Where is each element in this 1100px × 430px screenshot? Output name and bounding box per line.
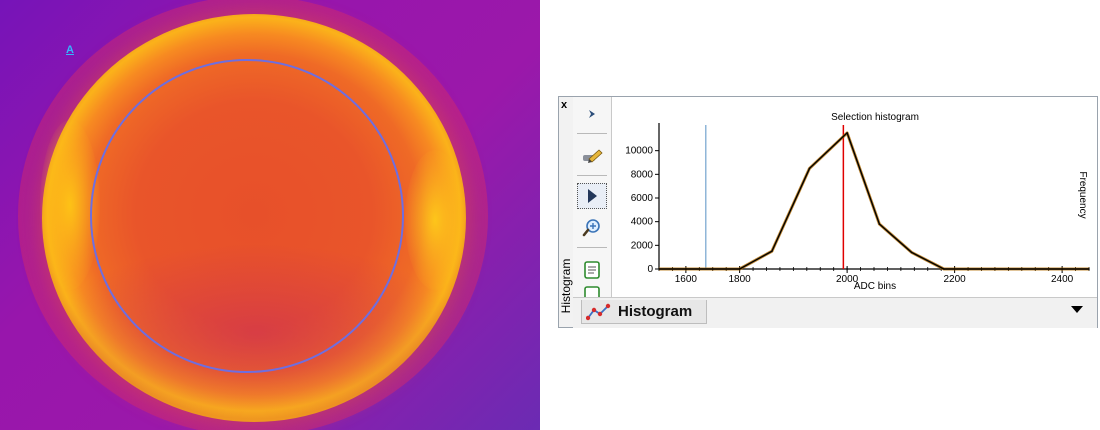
data-point (685, 268, 687, 270)
zoom-icon[interactable] (577, 215, 607, 241)
x-tick-label: 2400 (1051, 274, 1074, 285)
histogram-toolbar (573, 97, 612, 297)
y-tick-label: 4000 (631, 217, 654, 228)
chart-title: Selection histogram (831, 112, 919, 123)
data-point (980, 268, 983, 270)
y-tick-label: 0 (647, 264, 653, 275)
histogram-curve-accent (659, 131, 1089, 271)
data-point (1061, 268, 1063, 270)
y-axis-label: Frequency (1077, 171, 1088, 218)
data-point (846, 132, 848, 134)
y-tick-label: 10000 (625, 146, 653, 157)
panel-vertical-title: Histogram (559, 258, 573, 314)
data-point (738, 268, 741, 270)
toolbar-divider (577, 133, 607, 134)
report-icon[interactable] (577, 257, 607, 283)
data-point (1088, 268, 1090, 270)
hot-disk (42, 14, 466, 422)
histogram-chart[interactable]: Selection histogram ADC bins Frequency 0… (611, 97, 1097, 297)
roi-overlay (90, 59, 404, 373)
x-axis-label: ADC bins (854, 281, 896, 292)
data-point (878, 223, 881, 225)
tab-label: Histogram (618, 303, 693, 320)
y-tick-label: 8000 (631, 169, 654, 180)
pointer-icon[interactable] (577, 183, 607, 209)
x-tick-label: 2200 (944, 274, 967, 285)
tab-histogram[interactable]: Histogram (581, 300, 707, 324)
panel-side-strip: x Histogram (559, 97, 574, 327)
y-tick-label: 6000 (631, 193, 654, 204)
toolbar-divider (577, 175, 607, 176)
data-point (808, 167, 811, 170)
histogram-curve (659, 132, 1089, 270)
x-tick-label: 1800 (729, 274, 752, 285)
edit-pencil-icon[interactable] (577, 143, 607, 169)
tab-menu-arrow-icon[interactable] (1071, 306, 1083, 313)
x-tick-label: 1600 (675, 274, 698, 285)
toolbar-divider (577, 247, 607, 248)
data-point (658, 268, 660, 270)
panel-tab-bar: Histogram (573, 297, 1097, 328)
data-point (771, 250, 773, 253)
expand-arrow-icon[interactable] (577, 101, 607, 127)
report-icon-2[interactable] (577, 285, 607, 297)
x-tick-label: 2000 (836, 274, 859, 285)
rim-glow-right (405, 150, 465, 290)
histogram-graph-icon (586, 303, 611, 320)
data-point (711, 268, 714, 270)
data-point (910, 251, 913, 254)
y-tick-label: 2000 (631, 240, 654, 251)
close-icon[interactable]: x (561, 99, 568, 111)
data-point (1007, 268, 1010, 270)
data-point (943, 268, 945, 270)
histogram-panel: x Histogram (558, 96, 1098, 328)
thermal-image[interactable]: A (0, 0, 540, 430)
roi-circle[interactable] (90, 59, 404, 373)
roi-label[interactable]: A (66, 44, 74, 56)
rim-glow-left (40, 120, 100, 290)
